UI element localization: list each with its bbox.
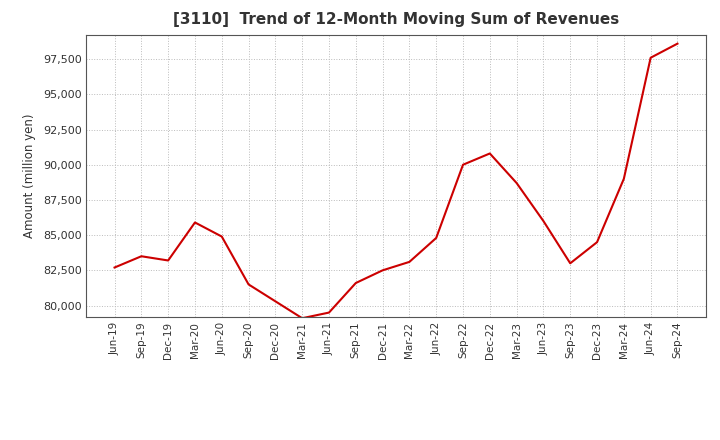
Title: [3110]  Trend of 12-Month Moving Sum of Revenues: [3110] Trend of 12-Month Moving Sum of R… [173, 12, 619, 27]
Y-axis label: Amount (million yen): Amount (million yen) [23, 114, 36, 238]
